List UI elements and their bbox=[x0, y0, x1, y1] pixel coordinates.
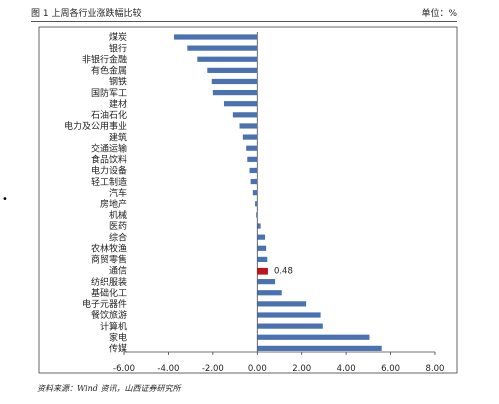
category-label: 医药 bbox=[109, 221, 127, 232]
bars-group: 0.48 bbox=[173, 32, 382, 352]
bar-16 bbox=[256, 212, 258, 218]
category-label: 电力设备 bbox=[91, 165, 127, 177]
bar-18 bbox=[257, 234, 266, 240]
bar-2 bbox=[197, 56, 258, 62]
bar-8 bbox=[239, 123, 258, 129]
x-tick-label: -4.00 bbox=[157, 364, 179, 374]
bar-20 bbox=[257, 256, 268, 262]
data-label: 0.48 bbox=[274, 267, 293, 277]
category-label: 商贸零售 bbox=[91, 254, 127, 266]
bar-28 bbox=[257, 345, 382, 351]
x-tick-label: -2.00 bbox=[202, 364, 224, 374]
chart-title: 图 1 上周各行业涨跌幅比较 bbox=[31, 9, 142, 19]
bar-23 bbox=[257, 290, 282, 296]
category-label: 建材 bbox=[109, 98, 127, 110]
bar-9 bbox=[242, 134, 258, 140]
bar-22 bbox=[257, 279, 276, 285]
category-label: 钢铁 bbox=[109, 76, 127, 88]
bar-21 bbox=[257, 267, 268, 275]
category-label: 房地产 bbox=[100, 198, 127, 210]
category-label: 交通运输 bbox=[91, 142, 127, 154]
category-label: 机械 bbox=[109, 209, 127, 221]
bar-0 bbox=[173, 34, 258, 40]
bar-10 bbox=[246, 145, 258, 151]
header-rule bbox=[31, 21, 457, 22]
x-tick-label: 2.00 bbox=[292, 364, 311, 374]
bar-1 bbox=[187, 45, 258, 51]
bar-14 bbox=[252, 190, 258, 196]
bullet-marker: • bbox=[2, 194, 8, 205]
category-label: 农林牧渔 bbox=[91, 242, 127, 254]
bar-12 bbox=[249, 167, 258, 174]
bar-26 bbox=[257, 323, 323, 329]
category-label: 国防军工 bbox=[91, 87, 127, 99]
category-label: 煤炭 bbox=[109, 31, 127, 43]
source-note: 资料来源：Wind 资讯，山西证券研究所 bbox=[37, 384, 181, 393]
bar-4 bbox=[211, 78, 258, 85]
bar-24 bbox=[257, 301, 307, 307]
x-tick-label: 8.00 bbox=[426, 364, 445, 374]
category-label: 建筑 bbox=[109, 131, 127, 143]
category-label: 基础化工 bbox=[91, 287, 127, 299]
category-label: 综合 bbox=[109, 231, 127, 243]
category-label: 计算机 bbox=[100, 320, 127, 332]
bar-17 bbox=[257, 223, 261, 229]
x-tick-label: 0.00 bbox=[248, 364, 267, 374]
bar-25 bbox=[257, 312, 321, 318]
category-label: 传媒 bbox=[109, 343, 127, 355]
bar-11 bbox=[247, 156, 258, 162]
category-label: 电力及公用事业 bbox=[64, 120, 127, 132]
bar-3 bbox=[207, 67, 258, 73]
category-label: 银行 bbox=[109, 42, 127, 54]
category-label: 有色金属 bbox=[91, 65, 127, 77]
x-tick-label: -6.00 bbox=[113, 364, 135, 374]
category-label: 轻工制造 bbox=[91, 176, 127, 188]
category-labels: 煤炭银行非银行金融有色金属钢铁国防军工建材石油石化电力及公用事业建筑交通运输食品… bbox=[64, 31, 127, 354]
category-label: 通信 bbox=[109, 265, 127, 277]
category-label: 食品饮料 bbox=[91, 154, 127, 166]
bar-27 bbox=[257, 334, 370, 340]
category-label: 非银行金融 bbox=[82, 53, 127, 65]
chart-header: 图 1 上周各行业涨跌幅比较 单位：% bbox=[31, 4, 457, 20]
bar-19 bbox=[257, 245, 267, 251]
bar-6 bbox=[223, 101, 258, 107]
bar-15 bbox=[255, 201, 258, 207]
plot-frame bbox=[38, 26, 458, 374]
category-label: 餐饮旅游 bbox=[91, 309, 127, 321]
category-label: 汽车 bbox=[109, 187, 127, 199]
category-label: 电子元器件 bbox=[82, 298, 127, 310]
category-label: 纺织服装 bbox=[91, 276, 127, 288]
category-label: 家电 bbox=[109, 331, 127, 343]
bar-7 bbox=[232, 112, 258, 118]
x-tick-label: 4.00 bbox=[337, 364, 356, 374]
x-tick-label: 6.00 bbox=[381, 364, 400, 374]
x-axis: -6.00 -4.00 -2.00 0.00 2.00 4.00 6.00 8.00 bbox=[113, 351, 445, 374]
bar-13 bbox=[250, 178, 258, 185]
unit-label: 单位：% bbox=[421, 9, 457, 19]
bar-5 bbox=[212, 90, 258, 96]
category-label: 石油石化 bbox=[91, 109, 127, 121]
